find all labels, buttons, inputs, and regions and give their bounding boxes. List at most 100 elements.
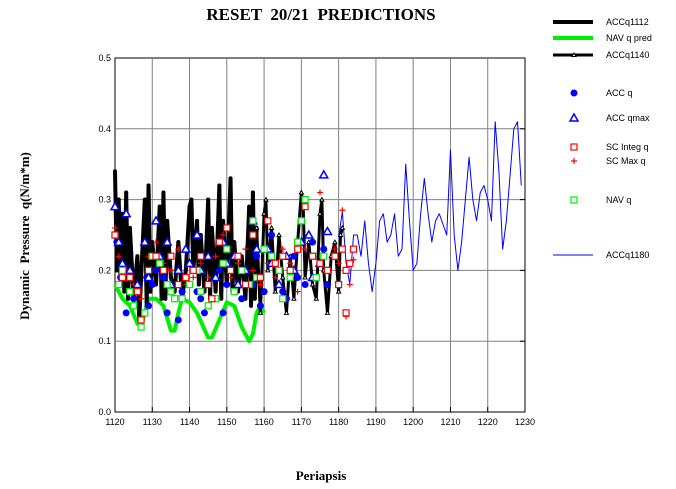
nav-q-point xyxy=(156,259,164,267)
legend-label-nav-q: NAV q xyxy=(606,195,631,205)
accq1112-point xyxy=(221,218,226,223)
x-tick-label: 1150 xyxy=(217,417,236,427)
accq1140-point xyxy=(309,281,316,287)
acc-q-point xyxy=(294,273,302,281)
legend-marker-sc-max-q xyxy=(571,158,577,164)
legend-label-nav-q-pred: NAV q pred xyxy=(606,33,652,43)
x-axis-label: Periapsis xyxy=(295,468,347,483)
accq1140-point xyxy=(268,224,275,230)
nav-q-point xyxy=(249,217,257,225)
acc-q-point xyxy=(279,288,287,296)
accq1140-point xyxy=(279,274,286,280)
x-tick-label: 1230 xyxy=(515,417,535,427)
sc-max-q-point xyxy=(279,246,286,253)
accq1112-point xyxy=(176,240,181,245)
accq1112-point xyxy=(187,204,192,209)
nav-q-point xyxy=(141,309,149,317)
accq1112-point xyxy=(127,225,132,230)
acc-qmax-point xyxy=(303,229,315,239)
nav-q-point xyxy=(260,245,268,253)
sc-max-q-point xyxy=(346,281,353,288)
accq1112-point xyxy=(159,296,164,301)
accq1112-point xyxy=(161,190,166,195)
accq1112-point xyxy=(252,296,257,301)
acc-qmax-point xyxy=(191,229,203,239)
sc-integ-q-point xyxy=(316,259,324,267)
x-tick-label: 1120 xyxy=(105,417,124,427)
sc-max-q-point xyxy=(175,246,182,253)
accq1140-point xyxy=(332,239,338,245)
sc-integ-q-point xyxy=(308,252,317,260)
legend-marker-acc-q xyxy=(570,89,578,97)
sc-integ-q-point xyxy=(197,252,205,260)
acc-qmax-point xyxy=(124,264,136,275)
sc-integ-q-point xyxy=(174,280,182,289)
accq1112-point xyxy=(113,169,117,174)
accq1112-point xyxy=(232,240,237,245)
sc-integ-q-point xyxy=(167,252,175,260)
accq1140-point xyxy=(317,210,323,216)
accq1140-point xyxy=(276,231,282,237)
acc-qmax-point xyxy=(322,225,333,236)
nav-q-point xyxy=(294,238,302,246)
sc-max-q-point xyxy=(138,295,145,302)
acc-q-point xyxy=(145,302,153,310)
y-tick-label: 0.1 xyxy=(98,336,111,346)
legend-label-accq1112: ACCq1112 xyxy=(606,17,649,27)
sc-integ-q-point xyxy=(342,266,350,274)
accq1112-point xyxy=(183,268,188,273)
sc-max-q-point xyxy=(249,267,256,274)
sc-integ-q-point xyxy=(338,245,346,253)
accq1112-point xyxy=(157,204,162,209)
sc-integ-q-point xyxy=(152,252,160,260)
nav-q-point xyxy=(267,252,276,260)
y-tick-label: 0.4 xyxy=(98,124,111,134)
accq1140-point xyxy=(313,295,320,301)
acc-qmax-point xyxy=(120,208,132,218)
accq1112-point xyxy=(122,289,127,294)
legend-label-accq1140: ACCq1140 xyxy=(606,50,649,60)
sc-max-q-point xyxy=(302,246,309,253)
x-tick-label: 1210 xyxy=(440,417,460,427)
nav-q-point xyxy=(238,266,246,274)
acc-q-point xyxy=(323,281,331,289)
legend-label-accq1180: ACCq1180 xyxy=(606,250,649,260)
nav-q-point xyxy=(185,280,194,289)
sc-integ-q-point xyxy=(294,245,302,253)
sc-integ-q-point xyxy=(208,295,216,303)
y-tick-label: 0.5 xyxy=(98,53,111,63)
sc-max-q-point xyxy=(212,253,219,260)
accq1140-point xyxy=(298,189,305,195)
legend-marker-accq1112 xyxy=(572,20,576,24)
sc-integ-q-point xyxy=(349,245,358,253)
accq1112-point xyxy=(126,296,131,301)
accq1140-point xyxy=(291,295,297,301)
series-sc-integ-q xyxy=(111,203,358,324)
x-tick-label: 1140 xyxy=(180,417,199,427)
sc-max-q-point xyxy=(257,281,264,288)
sc-integ-q-point xyxy=(137,316,145,324)
accq1112-point xyxy=(150,240,155,245)
nav-q-point xyxy=(312,273,320,282)
sc-integ-q-point xyxy=(204,280,212,289)
accq1112-point xyxy=(213,289,218,294)
nav-q-point xyxy=(118,266,127,274)
acc-q-point xyxy=(178,288,186,296)
accq1140-point xyxy=(283,309,290,315)
acc-q-point xyxy=(219,309,227,317)
legend-marker-accq1140 xyxy=(571,51,577,57)
sc-max-q-point xyxy=(227,274,234,281)
sc-integ-q-point xyxy=(264,217,272,225)
chart-title: RESET 20/21 PREDICTIONS xyxy=(206,5,436,24)
acc-q-point xyxy=(223,281,231,289)
acc-qmax-point xyxy=(109,201,121,211)
accq1112-point xyxy=(124,190,129,195)
legend-marker-sc-integ-q xyxy=(570,143,578,151)
accq1112-point xyxy=(148,289,153,294)
nav-q-point xyxy=(219,259,227,267)
nav-q-point xyxy=(130,302,138,310)
sc-integ-q-point xyxy=(144,266,153,274)
acc-qmax-point xyxy=(210,271,221,282)
x-tick-label: 1180 xyxy=(329,417,348,427)
acc-q-point xyxy=(290,252,298,260)
